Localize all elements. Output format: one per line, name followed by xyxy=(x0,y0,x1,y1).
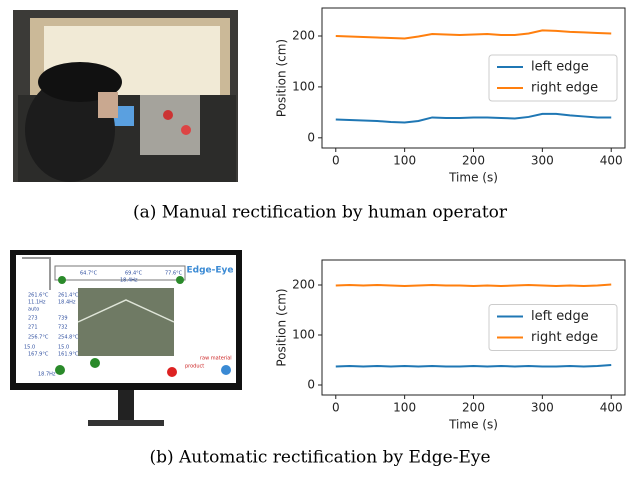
x-tick-label: 100 xyxy=(393,154,416,168)
series-line xyxy=(336,365,611,367)
monitor-label: 161.9°C xyxy=(58,352,79,358)
legend-label: right edge xyxy=(531,81,598,96)
monitor-label: 261.6°C xyxy=(28,293,49,299)
monitor-label: 271 xyxy=(28,325,38,331)
series-line xyxy=(336,285,611,287)
caption: (a) Manual rectification by human operat… xyxy=(133,203,508,223)
monitor-label: 273 xyxy=(28,316,38,322)
y-tick-label: 100 xyxy=(292,79,315,93)
monitor-label: raw material xyxy=(200,356,232,362)
monitor-label: 77.6°C xyxy=(165,271,183,277)
monitor-label: 261.4°C xyxy=(58,293,79,299)
y-axis-label: Position (cm) xyxy=(275,39,289,117)
series-line xyxy=(336,114,611,123)
monitor-label: 18.4Hz xyxy=(120,278,138,284)
monitor-label: 167.9°C xyxy=(28,352,49,358)
monitor-label: 15.0 xyxy=(58,345,69,351)
y-tick-label: 0 xyxy=(307,130,315,144)
x-tick-label: 400 xyxy=(600,154,623,168)
x-tick-label: 300 xyxy=(531,154,554,168)
monitor-label: 256.7°C xyxy=(28,335,49,341)
x-tick-label: 400 xyxy=(600,401,623,415)
monitor-label: 254.8°C xyxy=(58,335,79,341)
y-tick-label: 200 xyxy=(292,29,315,43)
x-tick-label: 200 xyxy=(462,401,485,415)
x-axis-label: Time (s) xyxy=(448,171,498,185)
legend-label: right edge xyxy=(531,330,598,345)
x-tick-label: 300 xyxy=(531,401,554,415)
monitor-label: 18.4Hz xyxy=(58,300,76,306)
y-tick-label: 0 xyxy=(307,378,315,392)
x-axis-label: Time (s) xyxy=(448,418,498,432)
x-tick-label: 0 xyxy=(332,154,340,168)
monitor-label: product xyxy=(185,364,204,370)
x-tick-label: 100 xyxy=(393,401,416,415)
monitor-label: 69.4°C xyxy=(125,271,143,277)
y-axis-label: Position (cm) xyxy=(275,288,289,366)
series-line xyxy=(336,30,611,38)
figure: (a) Manual rectification by human operat… xyxy=(0,0,639,473)
legend-label: left edge xyxy=(531,309,589,324)
monitor-label: auto xyxy=(28,307,39,313)
caption: (b) Automatic rectification by Edge-Eye xyxy=(149,448,490,468)
x-tick-label: 200 xyxy=(462,154,485,168)
monitor-label: 739 xyxy=(58,316,68,322)
y-tick-label: 200 xyxy=(292,278,315,292)
x-tick-label: 0 xyxy=(332,401,340,415)
monitor-label: 18.7Hz xyxy=(38,372,56,378)
legend-label: left edge xyxy=(531,60,589,75)
monitor-label: 15.0 xyxy=(24,345,35,351)
monitor-label: 64.7°C xyxy=(80,271,98,277)
monitor-title: Edge-Eye xyxy=(187,266,234,276)
y-tick-label: 100 xyxy=(292,328,315,342)
operator-photo xyxy=(13,10,238,182)
monitor-label: 732 xyxy=(58,325,68,331)
monitor-label: 11.1Hz xyxy=(28,300,46,306)
